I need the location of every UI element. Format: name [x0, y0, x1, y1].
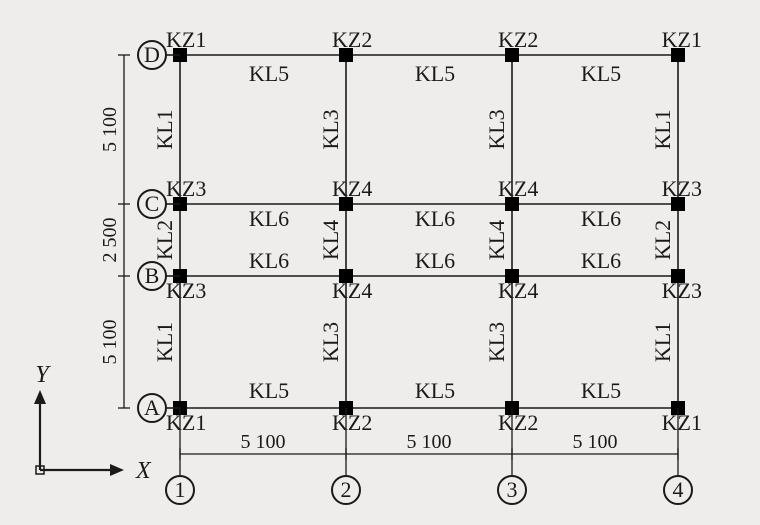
vbeam-label: KL2 — [650, 220, 675, 260]
vbeam-label: KL3 — [484, 322, 509, 362]
column-label: KZ4 — [332, 176, 372, 201]
hbeam-label: KL5 — [249, 61, 289, 86]
column-label: KZ4 — [498, 278, 538, 303]
vbeam-label: KL2 — [152, 220, 177, 260]
dim-text-horizontal: 5 100 — [241, 431, 286, 453]
dim-text-vertical: 5 100 — [99, 320, 121, 365]
column-label: KZ1 — [166, 410, 206, 435]
row-label: A — [144, 395, 160, 420]
vbeam-label: KL3 — [318, 109, 343, 149]
hbeam-label: KL5 — [581, 61, 621, 86]
row-label: B — [145, 263, 160, 288]
dim-text-vertical: 5 100 — [99, 107, 121, 152]
vbeam-label: KL4 — [484, 220, 509, 260]
column-label: KZ2 — [332, 410, 372, 435]
hbeam-label: KL6 — [249, 248, 289, 273]
hbeam-label: KL6 — [415, 248, 455, 273]
hbeam-label: KL6 — [581, 206, 621, 231]
dim-text-horizontal: 5 100 — [573, 431, 618, 453]
column-label: KZ2 — [332, 27, 372, 52]
hbeam-label: KL5 — [415, 61, 455, 86]
col-label: 2 — [341, 477, 352, 502]
column-label: KZ1 — [662, 410, 702, 435]
vbeam-label: KL1 — [650, 322, 675, 362]
column-label: KZ2 — [498, 410, 538, 435]
column-label: KZ3 — [166, 278, 206, 303]
dim-text-vertical: 2 500 — [99, 218, 121, 263]
col-label: 3 — [507, 477, 518, 502]
row-label: D — [144, 42, 160, 67]
column-label: KZ3 — [662, 176, 702, 201]
vbeam-label: KL3 — [318, 322, 343, 362]
vbeam-label: KL4 — [318, 220, 343, 260]
hbeam-label: KL6 — [249, 206, 289, 231]
hbeam-label: KL5 — [415, 378, 455, 403]
vbeam-label: KL1 — [152, 322, 177, 362]
vbeam-label: KL3 — [484, 109, 509, 149]
hbeam-label: KL6 — [581, 248, 621, 273]
hbeam-label: KL6 — [415, 206, 455, 231]
column-label: KZ3 — [166, 176, 206, 201]
hbeam-label: KL5 — [249, 378, 289, 403]
dim-text-horizontal: 5 100 — [407, 431, 452, 453]
col-label: 1 — [175, 477, 186, 502]
column-label: KZ4 — [498, 176, 538, 201]
column-label: KZ2 — [498, 27, 538, 52]
axis-x-label: X — [135, 458, 152, 484]
vbeam-label: KL1 — [152, 109, 177, 149]
vbeam-label: KL1 — [650, 109, 675, 149]
structural-plan-diagram: KZ1 KZ2 KZ2 KZ1 KZ3 KZ4 KZ4 KZ3 KZ3 KZ4 KZ4 KZ3 KZ1 K… — [0, 0, 760, 525]
col-label: 4 — [673, 477, 684, 502]
row-label: C — [145, 191, 160, 216]
column-label: KZ4 — [332, 278, 372, 303]
column-label: KZ3 — [662, 278, 702, 303]
column-label: KZ1 — [662, 27, 702, 52]
column-label: KZ1 — [166, 27, 206, 52]
hbeam-label: KL5 — [581, 378, 621, 403]
